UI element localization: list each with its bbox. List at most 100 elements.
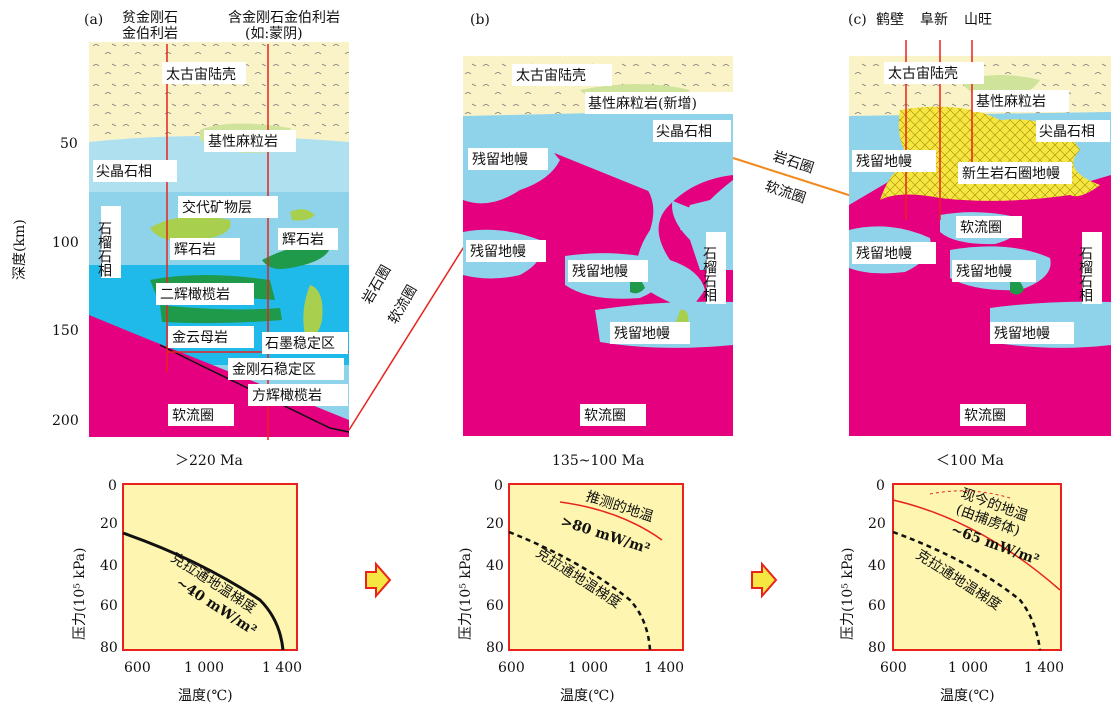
panel-c-green <box>1010 279 1024 295</box>
geotherm-c-xlabel: 温度(℃) <box>940 688 995 704</box>
panel-a: (a) 贫金刚石 金伯利岩 含金刚石金伯利岩 (如:蒙阴) 太古宙陆壳 基性麻粒… <box>84 10 350 469</box>
panel-b-relic4-label: 残留地幔 <box>614 326 670 342</box>
panel-b-relic2-label: 残留地幔 <box>470 244 526 260</box>
depth-tick-200: 200 <box>52 413 79 429</box>
panel-a-graphite-box <box>262 332 348 354</box>
geotherm-c-ytick-20: 20 <box>868 516 886 532</box>
geotherm-plot-a: 克拉通地温梯度 ~40 mW/m² 压力(10⁵ kPa) 0 20 40 60… <box>72 478 302 704</box>
panel-c-granulite-box <box>973 90 1069 112</box>
depth-tick-50: 50 <box>60 136 78 152</box>
geotherm-b-inferred-curve <box>559 501 663 541</box>
panel-a-pyroxenite-body <box>150 216 231 242</box>
connector-ab <box>348 244 466 431</box>
panel-a-spinel-label: 尖晶石相 <box>96 164 152 180</box>
panel-c-newlitho-box <box>958 162 1072 184</box>
geotherm-c-ytick-40: 40 <box>868 558 886 574</box>
panel-c-relic2-label: 残留地幔 <box>856 246 912 262</box>
panel-b-time: 135~100 Ma <box>552 453 644 469</box>
panel-a-top-right-2: (如:蒙阴) <box>245 26 303 42</box>
panel-c-astheno1-box <box>956 216 1022 238</box>
panel-a-garnet-label: 石榴石相 <box>96 221 112 277</box>
panel-a-diamond-label: 金刚石稳定区 <box>232 362 316 378</box>
connector-bc-astheno: 软流圈 <box>763 179 808 207</box>
geotherm-b-ylabel: 压力(10⁵ kPa) <box>458 548 474 640</box>
geotherm-b-ytick-40: 40 <box>486 558 504 574</box>
panel-c-astheno2-label: 软流圈 <box>964 408 1006 424</box>
panel-b-granulite-box <box>585 92 733 114</box>
geotherm-a-ylabel: 压力(10⁵ kPa) <box>72 548 88 640</box>
geotherm-b-xtick-1400: 1 400 <box>644 660 684 676</box>
geotherm-b-frame <box>508 483 684 651</box>
panel-a-phlogopite-label: 金云母岩 <box>172 330 228 346</box>
panel-c-relic4-box <box>990 322 1074 344</box>
geotherm-c-xtick-600: 600 <box>880 660 907 676</box>
panel-b-tag: (b) <box>470 12 490 28</box>
panel-c-relic3-label: 残留地幔 <box>956 264 1012 280</box>
panel-c-astheno1-label: 软流圈 <box>960 220 1002 236</box>
panel-b-crust-box <box>512 64 612 86</box>
panel-a-time: ＞220 Ma <box>175 453 243 469</box>
panel-a-crust-label: 太古宙陆壳 <box>166 66 236 83</box>
geotherm-c-ylabel: 压力(10⁵ kPa) <box>840 548 856 640</box>
panel-c-newlitho-label: 新生岩石圈地幔 <box>962 166 1060 182</box>
panel-a-granulite-box <box>204 130 296 152</box>
panel-b-granulite-label: 基性麻粒岩(新增) <box>588 95 697 112</box>
geotherm-a-ytick-20: 20 <box>100 516 118 532</box>
panel-b-astheno-box <box>580 404 646 426</box>
geotherm-a-frame <box>122 483 298 651</box>
geotherm-a-xtick-1000: 1 000 <box>184 660 224 676</box>
panel-b: (b) 太古宙陆壳 基性麻粒岩(新增) 尖晶石相 残留地幔 残留地幔 残留地幔 … <box>463 12 733 469</box>
panel-a-metasomatic-box <box>178 196 278 218</box>
geotherm-b-ytick-20: 20 <box>486 516 504 532</box>
geotherm-a-xtick-600: 600 <box>124 660 151 676</box>
geotherm-a-curve <box>122 531 285 651</box>
panel-b-relic4-box <box>610 322 690 344</box>
panel-a-phlogopite-box <box>168 326 254 348</box>
panel-a-top-right-1: 含金刚石金伯利岩 <box>228 10 340 26</box>
geotherm-b-ytick-60: 60 <box>486 598 504 614</box>
geotherm-b-ytick-0: 0 <box>494 478 503 494</box>
panel-c-top-shanwang: 山旺 <box>964 12 992 28</box>
geotherm-a-ytick-80: 80 <box>100 640 118 656</box>
panel-a-spinel-box <box>93 160 177 182</box>
connector-ab-litho: 岩石圈 <box>360 263 395 307</box>
panel-a-pyroxenite1-label: 辉石岩 <box>174 242 216 258</box>
panel-c-spinel-box <box>1036 120 1110 142</box>
geotherm-c-ytick-80: 80 <box>868 640 886 656</box>
geotherm-b-xtick-600: 600 <box>498 660 525 676</box>
geotherm-b-xlabel: 温度(℃) <box>560 688 615 704</box>
panel-b-green <box>630 278 645 294</box>
geotherm-c-ytick-60: 60 <box>868 598 886 614</box>
panel-a-astheno-label: 软流圈 <box>172 408 214 424</box>
panel-c: (c) 鹤壁 阜新 山旺 太古宙陆壳 基性麻粒岩 尖晶石相 残留地幔 新生岩石圈… <box>848 11 1111 469</box>
panel-a-tag: (a) <box>84 12 103 28</box>
panel-c-garnet-box <box>1082 232 1102 304</box>
panel-a-garnet-box <box>101 206 121 278</box>
panel-c-tag: (c) <box>848 12 867 28</box>
panel-c-astheno2-box <box>960 404 1026 426</box>
panel-c-relic1-box <box>852 150 936 172</box>
panel-c-garnet-label: 石榴石相 <box>1077 246 1093 302</box>
geotherm-a-ytick-40: 40 <box>100 558 118 574</box>
panel-c-spinel-label: 尖晶石相 <box>1039 124 1095 140</box>
panel-c-relic4-label: 残留地幔 <box>994 326 1050 342</box>
panel-a-pyroxenite1-box <box>170 238 240 260</box>
arrow-1-icon <box>365 561 392 599</box>
panel-a-pyroxenite2-label: 辉石岩 <box>282 232 324 248</box>
panel-a-olivine-label: 方辉橄榄岩 <box>252 388 322 404</box>
panel-c-top-fuxin: 阜新 <box>920 11 948 28</box>
panel-c-relic1-label: 残留地幔 <box>856 154 912 170</box>
panel-c-top-hebi: 鹤壁 <box>876 12 904 28</box>
geotherm-c-craton-curve <box>892 530 1042 651</box>
panel-b-relic3-box <box>568 260 648 282</box>
geotherm-a-ytick-60: 60 <box>100 598 118 614</box>
panel-a-astheno-box <box>168 404 234 426</box>
panel-a-pyroxenite-body3 <box>303 285 323 336</box>
panel-b-relic1-box <box>468 148 548 170</box>
geotherm-c-dotted-curve <box>929 490 1011 499</box>
panel-a-top-left-1: 贫金刚石 <box>122 10 178 26</box>
panel-a-top-left-2: 金伯利岩 <box>122 26 178 42</box>
panel-b-relic1-label: 残留地幔 <box>472 152 528 168</box>
geotherm-b-xtick-1000: 1 000 <box>568 660 608 676</box>
